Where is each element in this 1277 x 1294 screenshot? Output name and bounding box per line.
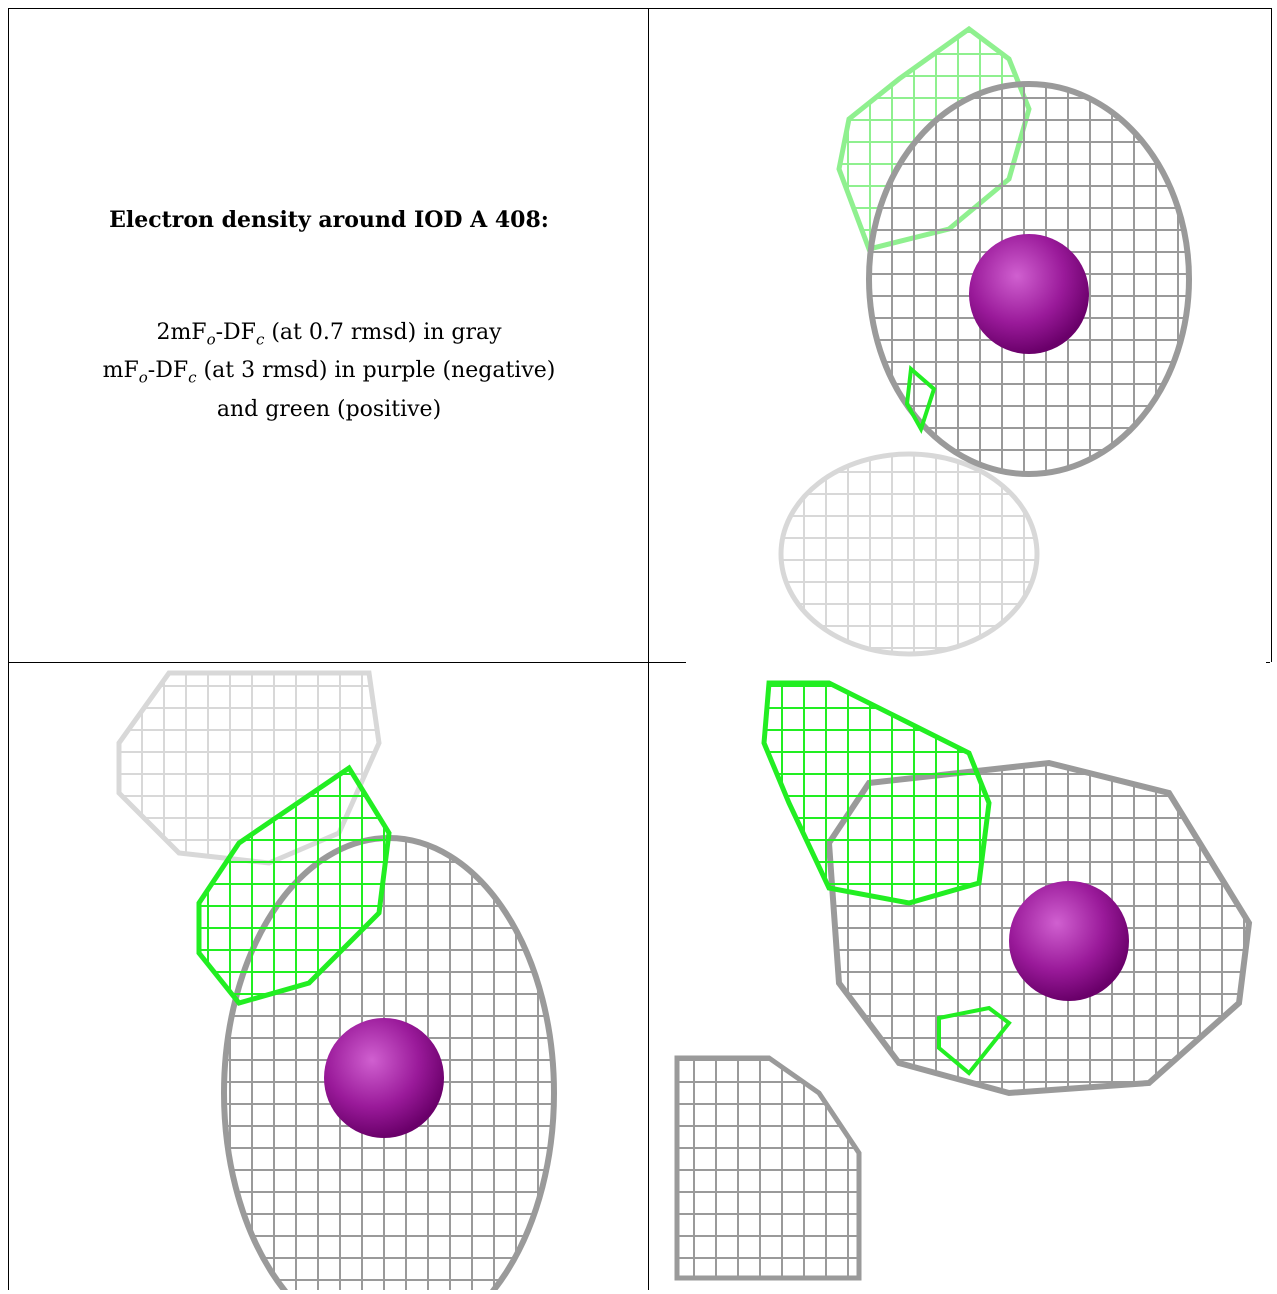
density-view-top-right [648, 8, 1272, 662]
figure-table: Electron density around IOD A 408: 2mFo-… [8, 8, 1272, 1290]
iodine-atom-sphere [1009, 881, 1129, 1001]
green-mesh-blob [196, 764, 392, 1006]
small-green-mesh [904, 364, 937, 434]
density-render-top-right [778, 25, 1192, 657]
legend-line-2mfo-dfc: 2mFo-DFc (at 0.7 rmsd) in gray [156, 320, 502, 349]
gray-mesh-quarter [674, 1055, 862, 1281]
iodine-atom-sphere [969, 234, 1089, 354]
legend-line-mfo-dfc: mFo-DFc (at 3 rmsd) in purple (negative) [102, 358, 556, 387]
density-view-bottom-right [648, 663, 1271, 1290]
caption-title: Electron density around IOD A 408: [109, 207, 549, 233]
density-render-bottom-right [674, 680, 1253, 1281]
green-mesh-blob [761, 680, 992, 906]
density-view-bottom-left [8, 663, 649, 1290]
density-render-bottom-left [116, 670, 557, 1290]
legend-line-green: and green (positive) [216, 396, 442, 422]
caption-cell: Electron density around IOD A 408: 2mFo-… [8, 8, 649, 662]
iodine-atom-sphere [324, 1018, 444, 1138]
small-green-mesh [937, 1005, 1012, 1076]
light-gray-mesh-blob [778, 451, 1040, 657]
caption-legend: 2mFo-DFc (at 0.7 rmsd) in gray mFo-DFc (… [9, 317, 649, 425]
